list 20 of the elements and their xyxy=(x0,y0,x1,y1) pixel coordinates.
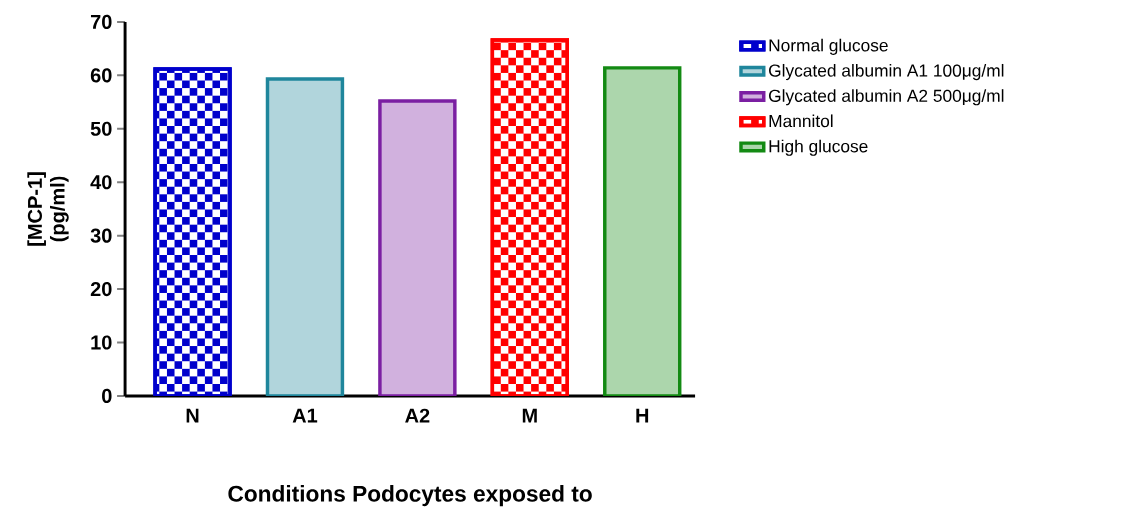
y-axis-title: [MCP-1] (pg/ml) xyxy=(27,172,69,246)
legend-label: Glycated albumin A1 100μg/ml xyxy=(769,63,1004,81)
y-tick-label: 40 xyxy=(90,175,112,190)
x-tick-label: N xyxy=(186,408,199,423)
x-tick-label: A2 xyxy=(405,408,430,423)
y-tick-label: 60 xyxy=(90,68,112,83)
y-tick-label: 30 xyxy=(90,228,112,243)
legend-label: Glycated albumin A2 500μg/ml xyxy=(769,89,1004,106)
x-axis-title: Conditions Podocytes exposed to xyxy=(228,485,592,507)
x-tick-label: H xyxy=(636,408,649,423)
y-tick-label: 0 xyxy=(102,388,112,403)
legend-label: High glucose xyxy=(769,139,868,156)
y-tick-label: 20 xyxy=(90,281,112,297)
y-tick-label: 10 xyxy=(91,335,112,350)
legend-label: Normal glucose xyxy=(769,38,888,55)
legend-label: Mannitol xyxy=(769,114,833,128)
y-tick-label: 50 xyxy=(90,121,112,136)
x-tick-label: A1 xyxy=(292,408,318,423)
y-tick-label: 70 xyxy=(90,14,112,29)
x-tick-label: M xyxy=(522,408,537,423)
